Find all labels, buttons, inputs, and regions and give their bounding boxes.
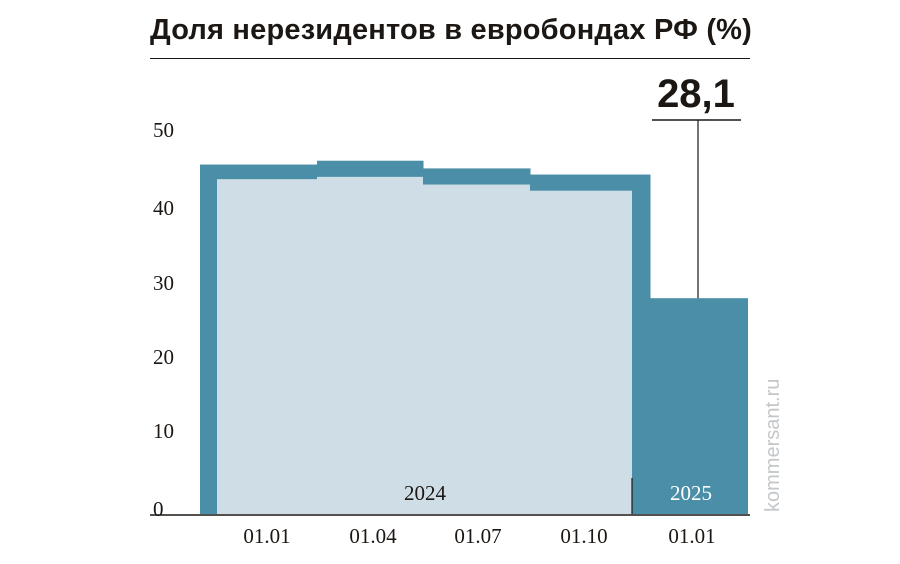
y-tick-labels: 0 10 20 30 40 50 [153, 118, 174, 521]
y-tick-50: 50 [153, 118, 174, 142]
outer-step-5 [650, 298, 748, 514]
x-tick-1: 01.01 [243, 524, 290, 548]
y-tick-10: 10 [153, 419, 174, 443]
chart-title: Доля нерезидентов в евробондах РФ (%) [150, 14, 753, 46]
axis-layer [150, 478, 750, 516]
y-tick-20: 20 [153, 345, 174, 369]
year-labels: 2024 2025 [404, 481, 712, 505]
inner-area-layer [217, 176, 632, 515]
source-watermark: kommersant.ru [762, 378, 784, 512]
annotation-value-label: 28,1 [657, 72, 735, 116]
x-tick-3: 01.07 [454, 524, 501, 548]
year-label-2024: 2024 [404, 481, 447, 505]
inner-step-4 [530, 190, 632, 514]
title-rule [150, 58, 750, 59]
x-tick-5: 01.01 [668, 524, 715, 548]
inner-step-1 [217, 179, 317, 515]
year-label-2025: 2025 [670, 481, 712, 505]
annotation-layer: 28,1 [652, 72, 741, 299]
y-tick-40: 40 [153, 196, 174, 220]
y-tick-0: 0 [153, 497, 164, 521]
x-tick-4: 01.10 [560, 524, 607, 548]
y-tick-30: 30 [153, 271, 174, 295]
inner-step-3 [423, 184, 530, 514]
inner-step-2 [317, 176, 423, 514]
x-tick-labels: 01.01 01.04 01.07 01.10 01.01 [243, 524, 715, 548]
x-tick-2: 01.04 [349, 524, 397, 548]
